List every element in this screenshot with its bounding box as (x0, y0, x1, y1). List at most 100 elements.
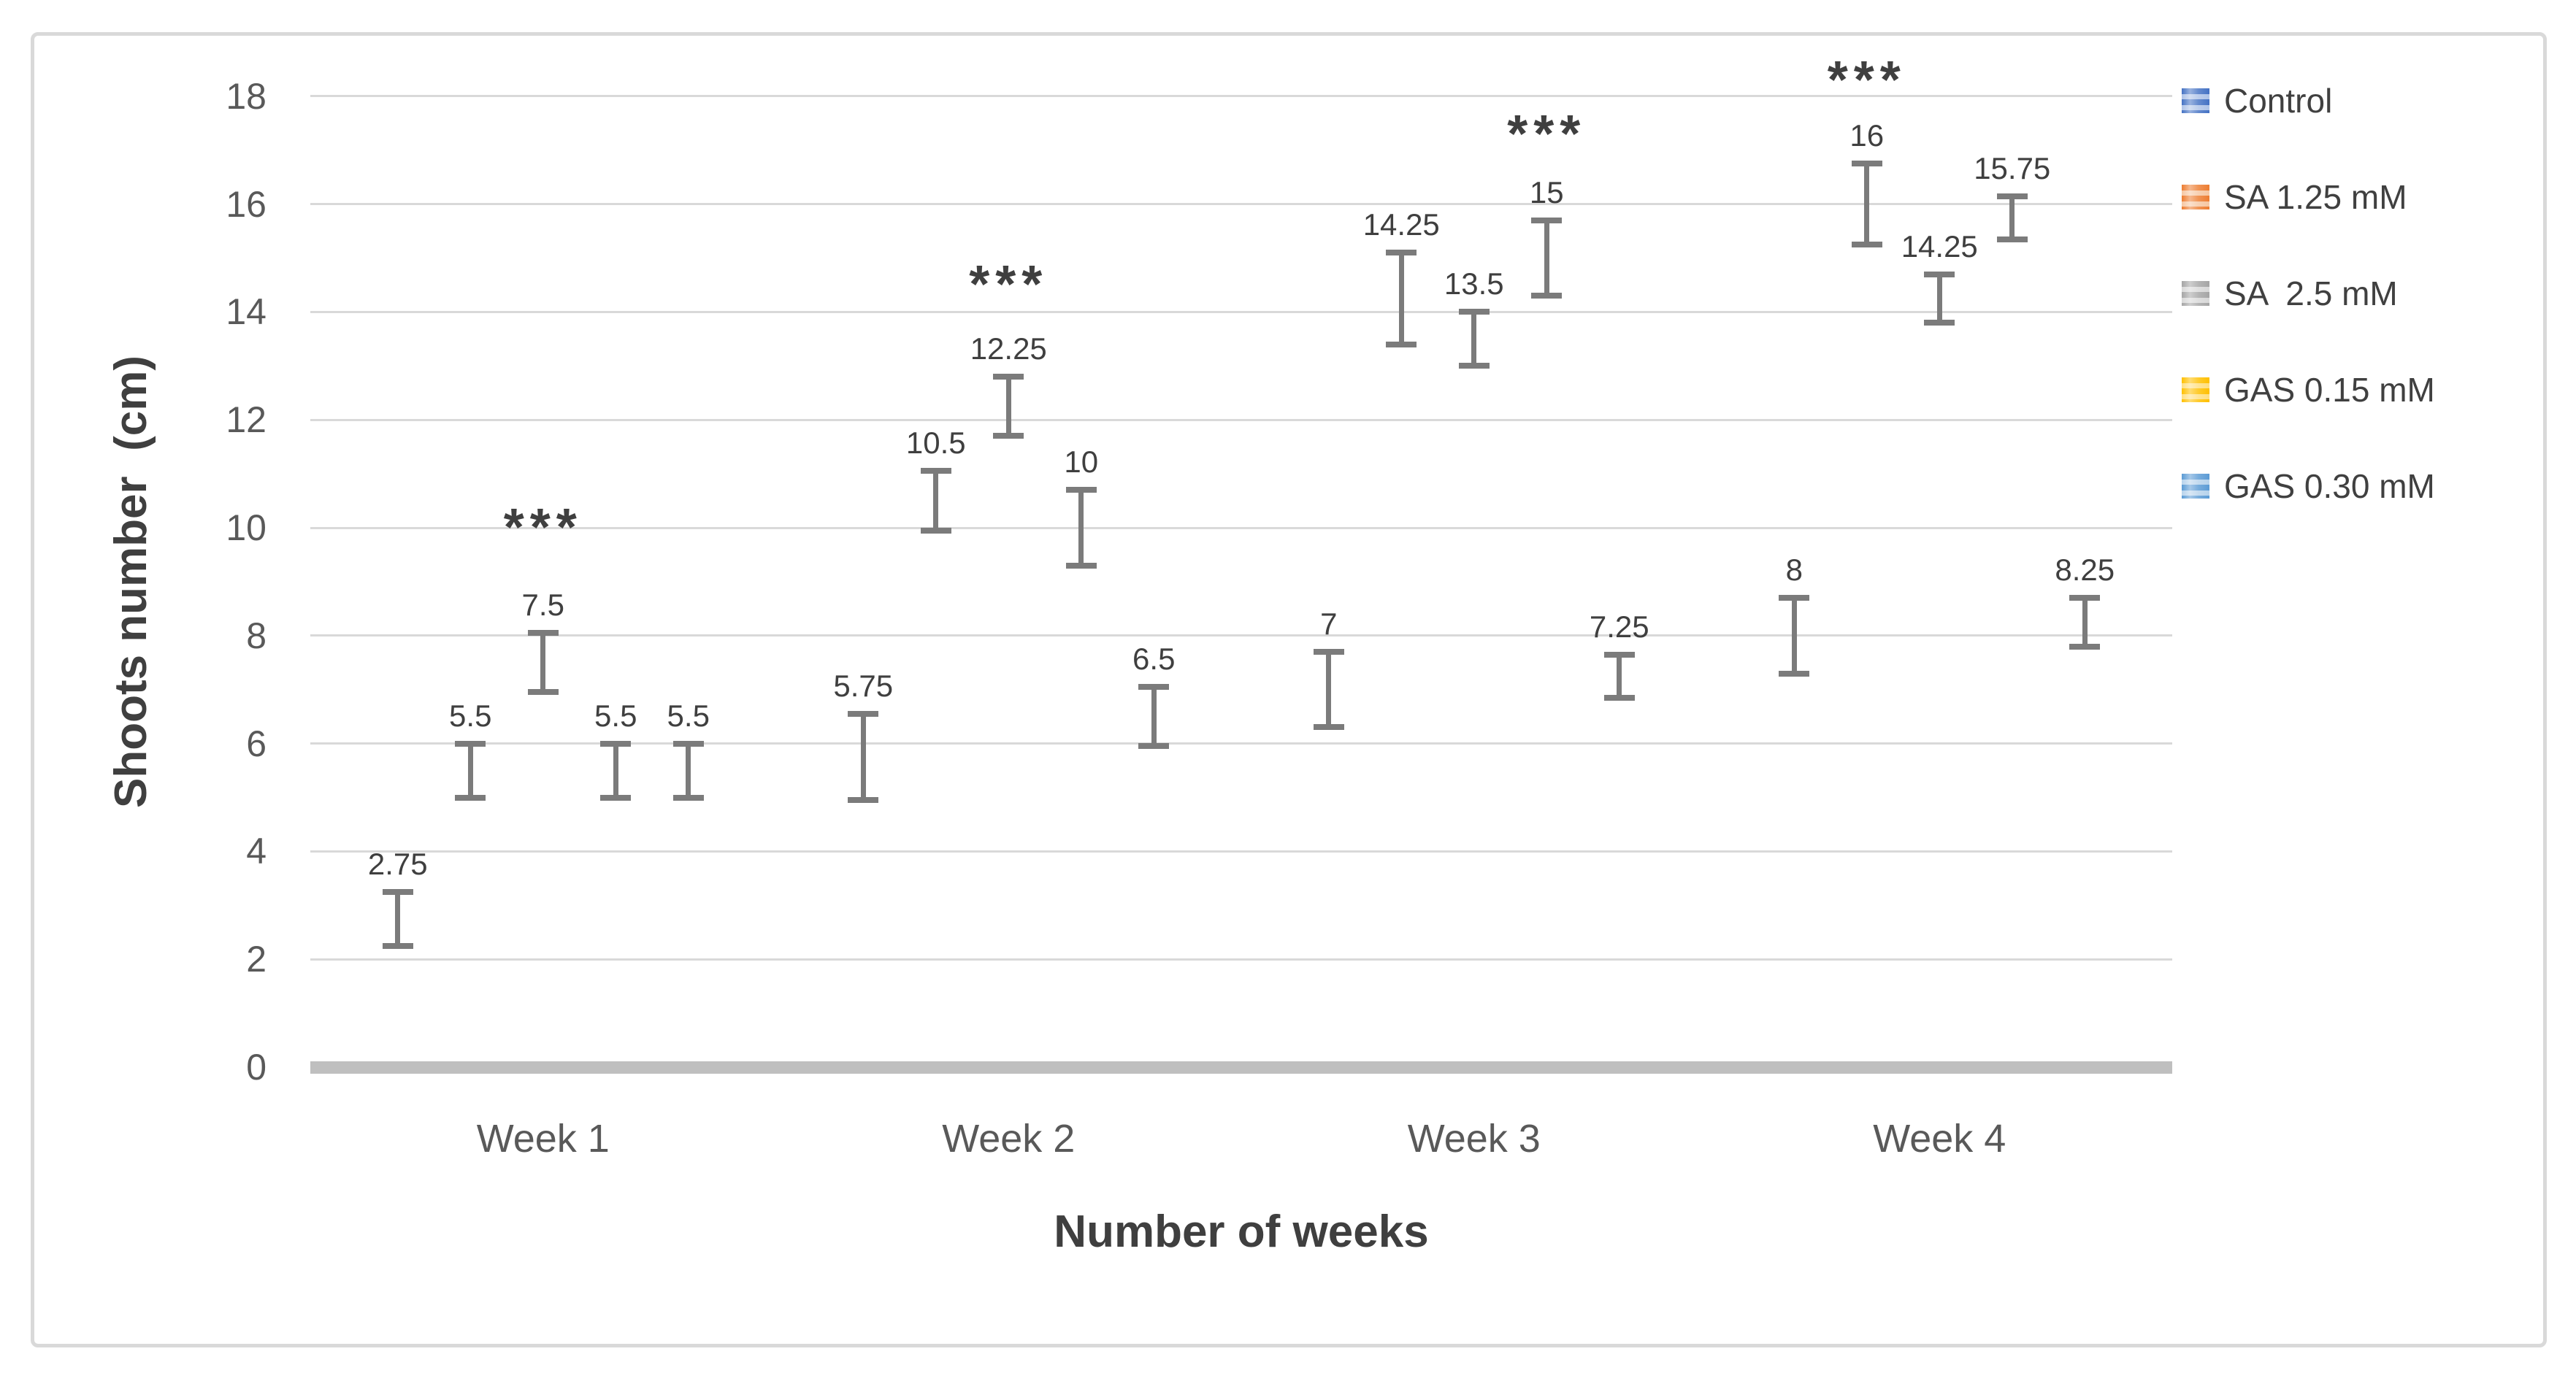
legend-item-gas-0-30-mm: GAS 0.30 mM (2182, 467, 2435, 505)
error-bar-cap-top-gas-0-15-mm-week-1 (600, 740, 632, 747)
error-bar-stem-gas-0-15-mm-week-2 (1078, 490, 1084, 566)
y-tick-label: 4 (246, 831, 267, 872)
error-bar-cap-top-gas-0-30-mm-week-3 (1603, 651, 1635, 658)
bar-control-week-3 (1292, 690, 1365, 1067)
gridline (310, 203, 2172, 206)
legend-item-sa-2-5-mm: SA 2.5 mM (2182, 274, 2435, 312)
legend-swatch-icon (2182, 185, 2209, 209)
error-bar-cap-bottom-control-week-3 (1313, 724, 1344, 731)
error-bar-cap-top-sa-2-5-mm-week-2 (993, 374, 1024, 380)
data-label-sa-1-25-mm-week-4: 16 (1849, 118, 1885, 153)
error-bar-stem-gas-0-30-mm-week-3 (1617, 654, 1622, 698)
error-bar-cap-top-sa-1-25-mm-week-2 (920, 468, 951, 474)
bar-sa-1-25-mm-week-3 (1365, 299, 1438, 1067)
data-label-control-week-4: 8 (1785, 553, 1803, 588)
y-tick-label: 14 (226, 291, 267, 333)
error-bar-cap-bottom-sa-1-25-mm-week-2 (920, 527, 951, 534)
error-bar-cap-bottom-sa-1-25-mm-week-3 (1386, 341, 1417, 347)
data-label-sa-2-5-mm-week-1: 7.5 (521, 588, 564, 623)
gridline (310, 418, 2172, 421)
error-bar-cap-bottom-sa-2-5-mm-week-3 (1458, 363, 1490, 369)
error-bar-cap-top-control-week-4 (1779, 595, 1810, 601)
bar-sa-1-25-mm-week-1 (434, 771, 507, 1067)
error-bar-cap-top-control-week-3 (1313, 648, 1344, 655)
significance-stars-week-4: *** (1827, 50, 1906, 109)
error-bar-cap-bottom-gas-0-15-mm-week-3 (1531, 293, 1563, 299)
error-bar-stem-sa-1-25-mm-week-4 (1864, 164, 1870, 245)
data-label-gas-0-30-mm-week-4: 8.25 (2055, 553, 2115, 588)
legend-item-sa-1-25-mm: SA 1.25 mM (2182, 178, 2435, 216)
legend-label: GAS 0.15 mM (2224, 371, 2435, 409)
legend-label: Control (2224, 82, 2333, 120)
bar-gas-0-15-mm-week-4 (1976, 218, 2049, 1067)
error-bar-cap-bottom-gas-0-15-mm-week-1 (600, 794, 632, 801)
gridline (310, 634, 2172, 637)
y-tick-label: 2 (246, 939, 267, 980)
bar-sa-1-25-mm-week-4 (1831, 204, 1904, 1067)
legend-swatch-icon (2182, 377, 2209, 402)
data-label-gas-0-15-mm-week-2: 10 (1064, 445, 1099, 480)
x-category-label: Week 1 (476, 1117, 610, 1161)
error-bar-stem-control-week-3 (1326, 651, 1332, 728)
gridline (310, 850, 2172, 853)
error-bar-stem-sa-2-5-mm-week-3 (1471, 312, 1477, 366)
x-category-label: Week 2 (942, 1117, 1076, 1161)
legend-label: GAS 0.30 mM (2224, 467, 2435, 505)
data-label-control-week-1: 2.75 (367, 846, 428, 881)
error-bar-cap-bottom-gas-0-30-mm-week-1 (672, 794, 704, 801)
data-label-sa-1-25-mm-week-2: 10.5 (905, 426, 966, 461)
data-label-gas-0-15-mm-week-3: 15 (1529, 174, 1564, 209)
error-bar-cap-top-sa-2-5-mm-week-1 (527, 630, 559, 636)
error-bar-stem-gas-0-15-mm-week-3 (1544, 220, 1549, 296)
data-label-control-week-3: 7 (1320, 606, 1338, 641)
bar-gas-0-15-mm-week-2 (1045, 528, 1118, 1067)
error-bar-cap-bottom-gas-0-30-mm-week-3 (1603, 694, 1635, 701)
gridline (310, 958, 2172, 961)
error-bar-cap-top-gas-0-15-mm-week-3 (1531, 217, 1563, 223)
bar-sa-2-5-mm-week-4 (1904, 299, 1977, 1067)
error-bar-cap-bottom-sa-1-25-mm-week-4 (1851, 242, 1882, 248)
error-bar-stem-control-week-1 (395, 891, 401, 946)
legend-swatch-icon (2182, 474, 2209, 499)
gridline (310, 310, 2172, 313)
error-bar-stem-gas-0-15-mm-week-1 (613, 743, 618, 798)
bar-control-week-4 (1758, 636, 1831, 1067)
legend-swatch-icon (2182, 281, 2209, 306)
significance-stars-week-3: *** (1507, 104, 1587, 164)
y-tick-label: 8 (246, 615, 267, 656)
y-tick-label: 0 (246, 1047, 267, 1088)
bar-gas-0-30-mm-week-1 (652, 771, 725, 1067)
data-label-gas-0-30-mm-week-3: 7.25 (1589, 609, 1649, 644)
error-bar-stem-sa-2-5-mm-week-4 (1936, 274, 1942, 323)
error-bar-cap-bottom-sa-2-5-mm-week-2 (993, 433, 1024, 439)
error-bar-cap-bottom-gas-0-15-mm-week-2 (1065, 562, 1097, 569)
error-bar-cap-top-sa-2-5-mm-week-3 (1458, 309, 1490, 315)
data-label-gas-0-15-mm-week-1: 5.5 (594, 698, 637, 733)
error-bar-cap-bottom-sa-1-25-mm-week-1 (455, 794, 486, 801)
bar-sa-1-25-mm-week-2 (900, 501, 973, 1067)
y-tick-label: 6 (246, 723, 267, 764)
legend-item-gas-0-15-mm: GAS 0.15 mM (2182, 371, 2435, 409)
error-bar-cap-top-gas-0-30-mm-week-1 (672, 740, 704, 747)
legend-label: SA 1.25 mM (2224, 178, 2407, 216)
error-bar-cap-top-sa-1-25-mm-week-1 (455, 740, 486, 747)
data-label-control-week-2: 5.75 (833, 668, 894, 703)
error-bar-cap-top-sa-1-25-mm-week-3 (1386, 250, 1417, 256)
legend-label: SA 2.5 mM (2224, 274, 2398, 312)
y-tick-label: 18 (226, 75, 267, 117)
error-bar-cap-bottom-gas-0-30-mm-week-4 (2069, 643, 2101, 650)
error-bar-cap-top-sa-1-25-mm-week-4 (1851, 161, 1882, 167)
gridline (310, 742, 2172, 745)
error-bar-cap-bottom-sa-2-5-mm-week-4 (1924, 320, 1955, 326)
x-category-label: Week 4 (1873, 1117, 2006, 1161)
data-label-gas-0-30-mm-week-2: 6.5 (1132, 642, 1176, 676)
error-bar-stem-sa-2-5-mm-week-2 (1005, 377, 1011, 436)
chart-frame (31, 32, 2547, 1347)
error-bar-stem-control-week-2 (860, 713, 866, 801)
bar-sa-2-5-mm-week-2 (973, 407, 1046, 1067)
bar-gas-0-15-mm-week-1 (580, 771, 653, 1067)
gridline (310, 526, 2172, 529)
data-label-sa-2-5-mm-week-2: 12.25 (970, 331, 1047, 366)
error-bar-cap-top-gas-0-30-mm-week-2 (1138, 684, 1170, 690)
